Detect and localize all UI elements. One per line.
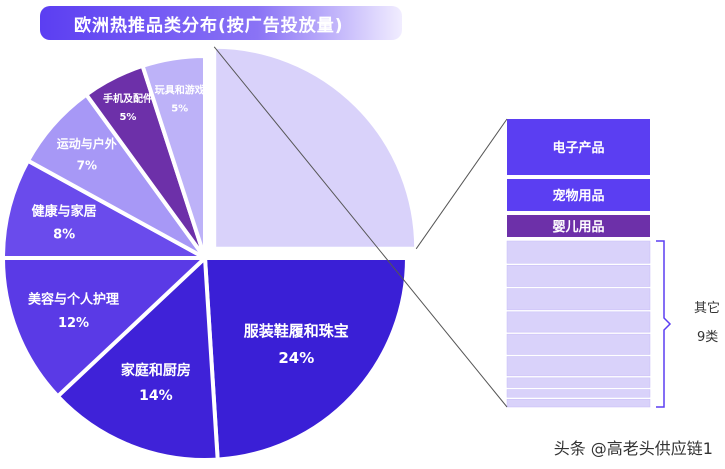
breakdown-other-segment	[506, 333, 651, 355]
breakdown-segment	[507, 215, 650, 237]
breakdown-other-segment	[506, 288, 651, 311]
breakdown-label: 婴儿用品	[552, 219, 604, 235]
slice-value-label: 8%	[53, 228, 75, 243]
other-bracket	[656, 240, 672, 408]
slice-label: 玩具和游戏	[155, 83, 205, 96]
chart-title: 欧洲热推品类分布(按广告投放量)	[74, 15, 344, 36]
slice-value-label: 5%	[171, 103, 188, 114]
breakdown-segment	[507, 119, 650, 175]
slice-label: 健康与家居	[32, 203, 97, 219]
breakdown-label: 电子产品	[552, 140, 604, 156]
slice-label: 家庭和厨房	[121, 362, 191, 379]
slice-value-label: 5%	[119, 112, 136, 123]
watermark: 头条 @高老头供应链1	[553, 439, 713, 458]
slice-value-label: 14%	[139, 388, 173, 404]
slice-label: 美容与个人护理	[28, 292, 119, 308]
breakdown-label: 宠物用品	[552, 188, 604, 204]
slice-label: 运动与户外	[57, 136, 117, 151]
slice-value-label: 24%	[278, 349, 314, 367]
other-label: 其它	[694, 300, 720, 316]
slice-label: 服装鞋履和珠宝	[244, 322, 349, 340]
connector-line-top	[415, 118, 508, 250]
breakdown-other-segment	[506, 399, 651, 408]
breakdown-segment	[507, 179, 650, 211]
breakdown-other-segment	[506, 265, 651, 287]
pie-slice	[55, 256, 220, 462]
pie-slice	[212, 44, 419, 251]
connector-line-bottom	[213, 46, 508, 408]
breakdown-other-segment	[506, 389, 651, 398]
other-count-label: 9类	[697, 330, 718, 345]
chart-title-bar: 欧洲热推品类分布(按广告投放量)	[40, 6, 402, 40]
breakdown-other-segment	[506, 377, 651, 388]
slice-value-label: 12%	[58, 316, 89, 331]
breakdown-other-segment	[506, 356, 651, 377]
breakdown-other-segment	[506, 311, 651, 333]
pie-slice	[1, 256, 207, 399]
breakdown-other-segment	[506, 240, 651, 264]
pie-slice	[140, 54, 207, 260]
slice-value-label: 7%	[77, 158, 97, 172]
slice-label: 手机及配件	[103, 92, 153, 105]
pie-slice	[203, 256, 409, 462]
